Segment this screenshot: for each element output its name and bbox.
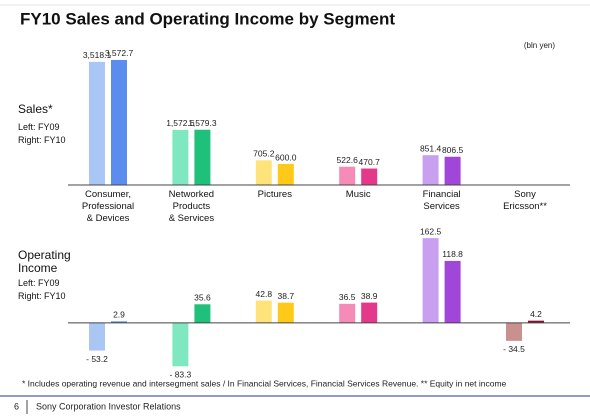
bar [277, 302, 294, 323]
value-label: - 83.3 [170, 370, 192, 380]
category-label: Financial Services [422, 189, 461, 212]
value-label: 1,579.3 [188, 118, 217, 128]
legend-entry: Left: FY09 [18, 278, 60, 288]
value-label: 600.0 [275, 152, 297, 162]
bar [444, 260, 461, 323]
legend-entry: Left: FY09 [18, 122, 60, 132]
bar [361, 302, 378, 323]
bar [528, 320, 544, 323]
value-label: - 34.5 [503, 344, 525, 354]
bar [89, 61, 105, 185]
value-label: 38.9 [361, 291, 378, 301]
legend-entry: Right: FY10 [18, 135, 66, 145]
category-label: Consumer, Professional & Devices [81, 189, 135, 224]
chart-title: Operating Income [18, 248, 71, 275]
value-label: 4.2 [530, 309, 542, 319]
value-label: 118.8 [442, 249, 463, 259]
category-label: Networked Products & Services [168, 189, 215, 224]
unit-label: (bln yen) [524, 41, 555, 50]
bar [422, 155, 439, 185]
bar [172, 322, 189, 367]
category-label: Sony Ericsson** [503, 189, 547, 212]
category-label: Pictures [257, 189, 292, 200]
value-label: - 53.2 [86, 354, 108, 364]
bar [194, 304, 211, 323]
footnote: * Includes operating revenue and interse… [22, 378, 507, 388]
bar [361, 168, 378, 185]
value-label: 38.7 [278, 291, 295, 301]
value-label: 2.9 [113, 310, 125, 320]
category-label: Music [345, 189, 371, 200]
page-number: 6 [14, 401, 19, 411]
value-label: 3,518.1 [83, 50, 112, 60]
footer-text: Sony Corporation Investor Relations [36, 401, 181, 411]
value-label: 705.2 [253, 149, 275, 159]
value-label: 806.5 [442, 145, 464, 155]
bar [339, 303, 356, 323]
bar [172, 129, 189, 185]
bar [111, 321, 127, 323]
value-label: 162.5 [420, 226, 442, 236]
bar [422, 238, 439, 323]
value-label: 36.5 [339, 292, 356, 302]
bar [339, 166, 356, 185]
legend-entry: Right: FY10 [18, 291, 66, 301]
value-label: 851.4 [420, 143, 442, 153]
slide-title: FY10 Sales and Operating Income by Segme… [20, 9, 395, 28]
chart-title: Sales* [18, 102, 53, 116]
bar [89, 322, 105, 351]
bar [444, 156, 461, 185]
value-label: 42.8 [256, 289, 273, 299]
bar [255, 300, 272, 323]
bar [111, 59, 127, 185]
bar [506, 322, 522, 341]
value-label: 35.6 [194, 293, 211, 303]
value-label: 470.7 [359, 157, 381, 167]
bar [194, 129, 211, 185]
bar [277, 164, 294, 185]
value-label: 3,572.7 [105, 48, 134, 58]
value-label: 522.6 [337, 155, 359, 165]
value-label: 1,572.6 [166, 118, 195, 128]
bar [255, 160, 272, 185]
